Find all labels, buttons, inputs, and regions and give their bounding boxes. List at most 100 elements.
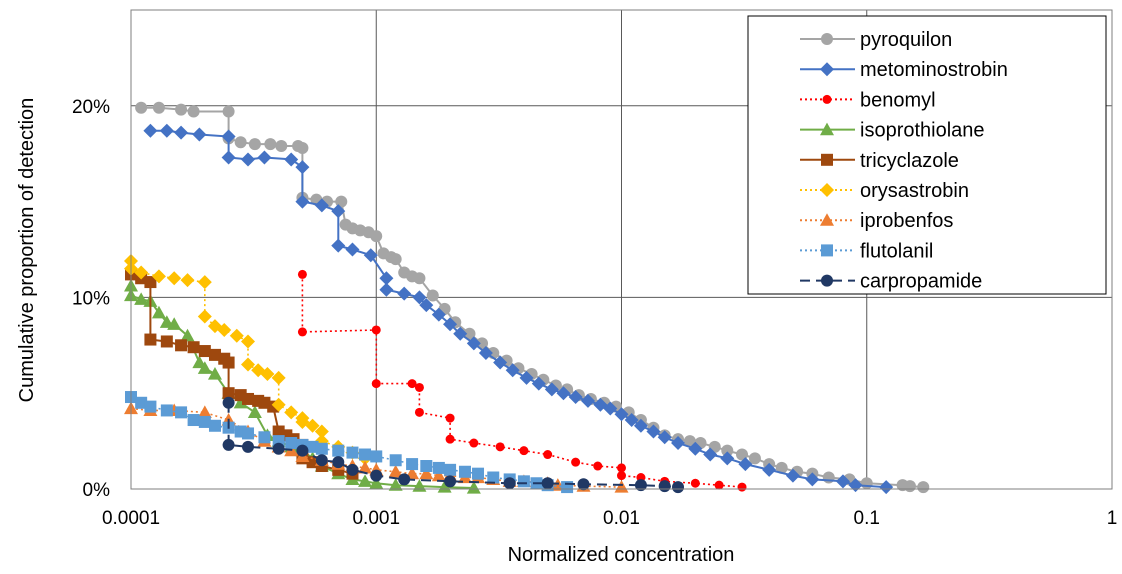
data-point-flutolanil [285, 437, 298, 450]
data-point-tricyclazole [175, 339, 188, 352]
data-point-metominostrobin [478, 345, 493, 360]
legend-label-pyroquilon: pyroquilon [860, 29, 952, 51]
data-point-metominostrobin [443, 317, 458, 332]
data-point-metominostrobin [519, 370, 534, 385]
data-point-metominostrobin [603, 401, 618, 416]
data-point-metominostrobin [568, 390, 583, 405]
data-point-benomyl [469, 438, 479, 448]
data-point-isoprothiolane [197, 361, 212, 374]
data-point-tricyclazole [208, 348, 221, 361]
data-point-metominostrobin [879, 480, 894, 495]
x-tick-label: 0.0001 [102, 508, 160, 529]
data-point-orysastrobin [271, 397, 286, 412]
data-point-isoprothiolane [437, 480, 452, 493]
data-point-tricyclazole [144, 276, 157, 289]
data-point-metominostrobin [453, 326, 468, 341]
data-point-benomyl [571, 457, 581, 467]
data-point-benomyl [495, 442, 505, 452]
series-line-flutolanil [130, 396, 568, 488]
data-point-flutolanil [198, 415, 211, 428]
data-point-benomyl [371, 325, 381, 335]
data-point-iprobenfos [614, 480, 629, 493]
data-point-flutolanil [420, 460, 433, 473]
data-point-benomyl [297, 327, 307, 337]
data-point-tricyclazole [144, 333, 157, 346]
series-metominostrobin [143, 123, 894, 495]
data-point-metominostrobin [531, 376, 546, 391]
data-point-flutolanil [332, 444, 345, 457]
data-point-pyroquilon [721, 444, 734, 457]
data-point-pyroquilon [275, 140, 288, 153]
data-point-flutolanil [346, 446, 359, 459]
data-point-carpropamide [272, 442, 285, 455]
data-point-metominostrobin [493, 355, 508, 370]
data-point-metominostrobin [159, 123, 174, 138]
data-point-flutolanil [370, 450, 383, 463]
data-point-pyroquilon [860, 477, 873, 490]
data-point-tricyclazole [222, 387, 235, 400]
data-point-metominostrobin [221, 150, 236, 165]
data-point-orysastrobin [284, 405, 299, 420]
data-point-benomyl [445, 434, 455, 444]
data-point-carpropamide [296, 444, 309, 457]
data-point-metominostrobin [331, 238, 346, 253]
data-point-flutolanil [432, 461, 445, 474]
data-point-flutolanil [242, 427, 255, 440]
data-point-benomyl [519, 446, 529, 456]
data-point-isoprothiolane [466, 481, 481, 494]
data-point-benomyl [407, 379, 417, 389]
data-point-metominostrobin [295, 160, 310, 175]
data-point-metominostrobin [671, 436, 686, 451]
data-point-orysastrobin [167, 271, 182, 286]
data-point-isoprothiolane [233, 395, 248, 409]
data-point-benomyl [445, 413, 455, 423]
data-point-flutolanil [135, 396, 148, 409]
data-point-metominostrobin [363, 248, 378, 263]
data-point-benomyl [690, 478, 700, 488]
legend-marker-metominostrobin [820, 62, 834, 77]
data-point-benomyl [414, 382, 424, 392]
tick-labels: 0.0001 0.001 0.01 0.1 10%10%20% [72, 97, 1117, 529]
data-point-flutolanil [258, 431, 271, 444]
data-point-isoprothiolane [207, 367, 222, 380]
data-point-benomyl [371, 379, 381, 389]
data-point-carpropamide [222, 438, 235, 451]
y-axis-title: Cumulative proportion of detection [16, 98, 38, 403]
data-point-flutolanil [306, 440, 319, 453]
data-point-flutolanil [315, 442, 328, 455]
legend-label-isoprothiolane: isoprothiolane [860, 120, 985, 142]
legend-label-iprobenfos: iprobenfos [860, 210, 953, 232]
data-point-iprobenfos [388, 464, 403, 478]
data-point-tricyclazole [242, 392, 255, 405]
data-point-pyroquilon [187, 105, 200, 118]
data-point-metominostrobin [505, 363, 520, 378]
data-point-pyroquilon [248, 138, 261, 151]
legend-label-carpropamide: carpropamide [860, 271, 982, 293]
data-point-benomyl [543, 450, 553, 460]
data-point-carpropamide [315, 454, 328, 467]
data-point-benomyl [714, 480, 724, 490]
data-point-orysastrobin [151, 269, 166, 284]
data-point-pyroquilon [264, 138, 277, 151]
data-point-pyroquilon [822, 471, 835, 484]
data-point-orysastrobin [197, 309, 212, 324]
data-point-orysastrobin [241, 334, 256, 349]
data-point-metominostrobin [331, 204, 346, 219]
data-point-metominostrobin [174, 125, 189, 140]
data-point-carpropamide [370, 469, 383, 482]
data-point-flutolanil [175, 406, 188, 419]
data-point-carpropamide [503, 477, 516, 490]
data-point-tricyclazole [198, 345, 211, 358]
data-point-metominostrobin [657, 430, 672, 445]
data-point-metominostrobin [379, 271, 394, 286]
data-point-pyroquilon [413, 272, 426, 285]
data-point-metominostrobin [580, 393, 595, 408]
data-point-metominostrobin [431, 307, 446, 322]
legend-marker-benomyl [822, 94, 832, 104]
data-point-iprobenfos [419, 466, 434, 480]
data-point-pyroquilon [152, 101, 165, 114]
data-point-metominostrobin [544, 382, 559, 397]
series-line-metominostrobin [150, 129, 887, 489]
data-point-metominostrobin [835, 474, 850, 489]
data-point-metominostrobin [397, 286, 412, 301]
